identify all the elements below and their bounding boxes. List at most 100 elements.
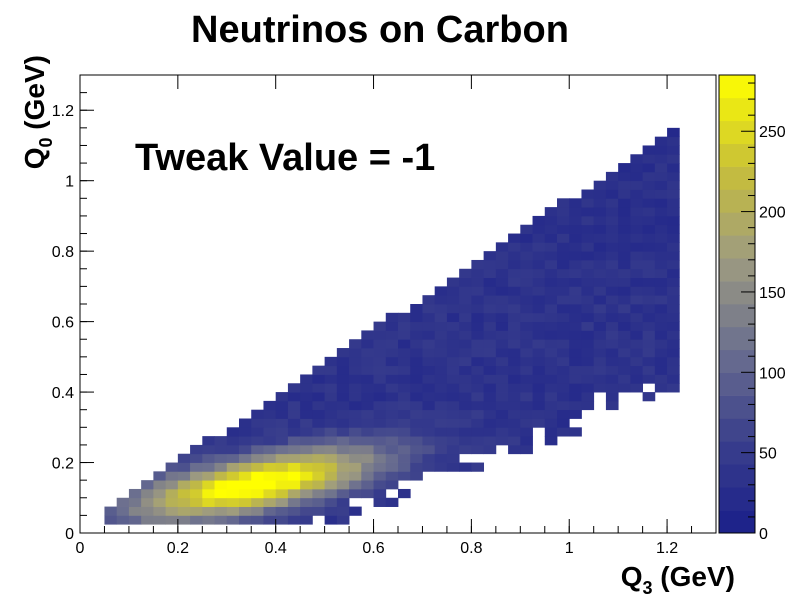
heatmap-cell [605, 207, 619, 217]
heatmap-cell [483, 339, 497, 349]
heatmap-cell [642, 286, 656, 296]
y-tick-label: 0.6 [52, 315, 74, 332]
heatmap-cell [446, 295, 460, 305]
heatmap-cell [605, 251, 619, 261]
x-tick-label: 1 [565, 540, 574, 557]
heatmap-cell [190, 488, 203, 499]
y-tick-label: 0.4 [52, 385, 74, 402]
heatmap-cell [190, 515, 203, 525]
heatmap-cell [128, 515, 142, 525]
heatmap-cell [654, 383, 668, 393]
heatmap-cell [605, 356, 619, 367]
heatmap-cell [385, 356, 399, 367]
heatmap-cell [642, 268, 656, 278]
heatmap-cell [508, 374, 521, 384]
heatmap-cell [471, 356, 485, 367]
heatmap-cell [324, 497, 338, 507]
x-tick-label: 1.2 [656, 540, 678, 557]
heatmap-cell [642, 207, 656, 217]
heatmap-cell [532, 365, 546, 375]
heatmap-cell [569, 268, 582, 278]
heatmap-cell [471, 348, 485, 358]
heatmap-cell [177, 480, 191, 490]
heatmap-cell [373, 392, 387, 402]
heatmap-cell [544, 312, 558, 323]
heatmap-cell [312, 365, 326, 375]
heatmap-cell [520, 233, 533, 243]
heatmap-cell [630, 171, 644, 182]
heatmap-cell [422, 365, 436, 375]
heatmap-cell [434, 321, 448, 331]
heatmap-cell [605, 374, 619, 384]
heatmap-cell [410, 339, 423, 349]
heatmap-cell [508, 400, 521, 411]
heatmap-cell [336, 471, 350, 481]
y-tick-label: 1 [65, 174, 74, 191]
heatmap-cell [239, 488, 252, 499]
heatmap-cell [336, 453, 350, 463]
heatmap-cell [642, 180, 656, 190]
heatmap-cell [398, 356, 411, 367]
heatmap-cell [373, 497, 387, 507]
heatmap-cell [141, 488, 154, 499]
heatmap-cell [520, 374, 533, 384]
heatmap-cell [349, 374, 362, 384]
heatmap-cell [630, 154, 644, 164]
heatmap-cell [532, 286, 546, 296]
heatmap-cell [520, 348, 533, 358]
heatmap-cell [581, 286, 595, 296]
heatmap-cell [557, 251, 570, 261]
heatmap-cell [214, 497, 228, 507]
heatmap-cell [312, 383, 326, 393]
heatmap-cell [446, 427, 460, 437]
heatmap-cell [618, 321, 631, 331]
heatmap-cell [557, 400, 570, 411]
heatmap-cell [300, 383, 313, 393]
heatmap-cell [581, 330, 595, 340]
colorbar-tick-label: 200 [759, 205, 786, 222]
heatmap-cell [165, 471, 179, 481]
heatmap-cell [459, 444, 472, 455]
heatmap-cell [373, 348, 387, 358]
heatmap-cell [520, 259, 533, 270]
heatmap-cell [251, 418, 264, 428]
heatmap-cell [190, 462, 203, 472]
heatmap-cell [593, 348, 607, 358]
colorbar-segment [719, 120, 755, 144]
heatmap-cell [410, 348, 423, 358]
heatmap-cell [459, 312, 472, 323]
heatmap-cell [410, 374, 423, 384]
heatmap-cell [349, 356, 362, 367]
heatmap-cell [581, 251, 595, 261]
heatmap-cell [251, 462, 264, 472]
heatmap-cell [459, 339, 472, 349]
heatmap-cell [642, 242, 656, 252]
heatmap-cell [520, 418, 533, 428]
heatmap-cell [287, 409, 301, 419]
heatmap-cell [593, 304, 607, 314]
heatmap-cell [642, 339, 656, 349]
heatmap-cell [422, 436, 436, 446]
heatmap-cell [446, 444, 460, 455]
heatmap-cell [361, 462, 374, 472]
heatmap-cell [471, 462, 485, 472]
heatmap-cell [385, 321, 399, 331]
heatmap-cell [642, 277, 656, 287]
heatmap-cell [495, 295, 509, 305]
heatmap-cell [239, 462, 252, 472]
heatmap-cell [398, 348, 411, 358]
heatmap-cell [336, 480, 350, 490]
heatmap-cell [569, 215, 582, 226]
heatmap-cell [446, 348, 460, 358]
heatmap-cell [275, 497, 289, 507]
heatmap-cell [312, 427, 326, 437]
heatmap-cell [214, 515, 228, 525]
heatmap-cell [177, 453, 191, 463]
heatmap-cell [214, 453, 228, 463]
heatmap-cell [459, 295, 472, 305]
heatmap-cell [153, 515, 167, 525]
heatmap-cell [581, 215, 595, 226]
heatmap-cell [434, 383, 448, 393]
heatmap-cell [361, 339, 374, 349]
